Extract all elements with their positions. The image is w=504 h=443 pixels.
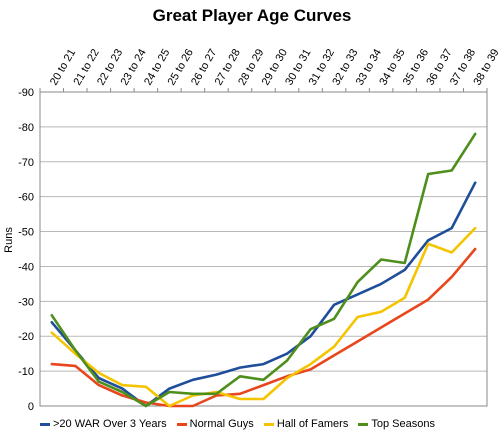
- series-lines: [50, 132, 477, 408]
- legend-item: Top Seasons: [358, 418, 435, 430]
- legend-swatch: [176, 422, 187, 426]
- legend-item: Hall of Famers: [263, 418, 349, 430]
- legend-label: Top Seasons: [371, 418, 435, 430]
- y-tick-label: -90: [18, 87, 34, 99]
- series-line: [50, 226, 477, 408]
- legend-swatch: [263, 422, 274, 426]
- y-tick-label: -30: [18, 296, 34, 308]
- series-line: [50, 132, 477, 408]
- y-tick-label: -10: [18, 366, 34, 378]
- legend-swatch: [40, 422, 50, 426]
- y-tick-label: 0: [28, 401, 34, 413]
- legend-label: Normal Guys: [189, 418, 254, 430]
- y-tick-label: -50: [18, 227, 34, 239]
- series-line: [50, 181, 477, 408]
- legend: >20 WAR Over 3 Years Normal Guys Hall of F…: [40, 413, 500, 435]
- legend-label: >20 WAR Over 3 Years: [53, 418, 167, 430]
- series-line: [50, 247, 477, 408]
- plot-border: [39, 91, 488, 407]
- legend-item: >20 WAR Over 3 Years: [40, 418, 167, 430]
- chart-title: Great Player Age Curves: [152, 6, 352, 25]
- y-tick-label: -40: [18, 261, 34, 273]
- y-tick-label: -20: [18, 331, 34, 343]
- legend-item: Normal Guys: [176, 418, 254, 430]
- y-tick-label: -80: [18, 122, 34, 134]
- legend-label: Hall of Famers: [276, 418, 349, 430]
- legend-swatch: [358, 422, 369, 426]
- y-tick-label: -70: [18, 157, 34, 169]
- y-axis-label: Runs: [3, 227, 15, 253]
- y-tick-label: -60: [18, 192, 34, 204]
